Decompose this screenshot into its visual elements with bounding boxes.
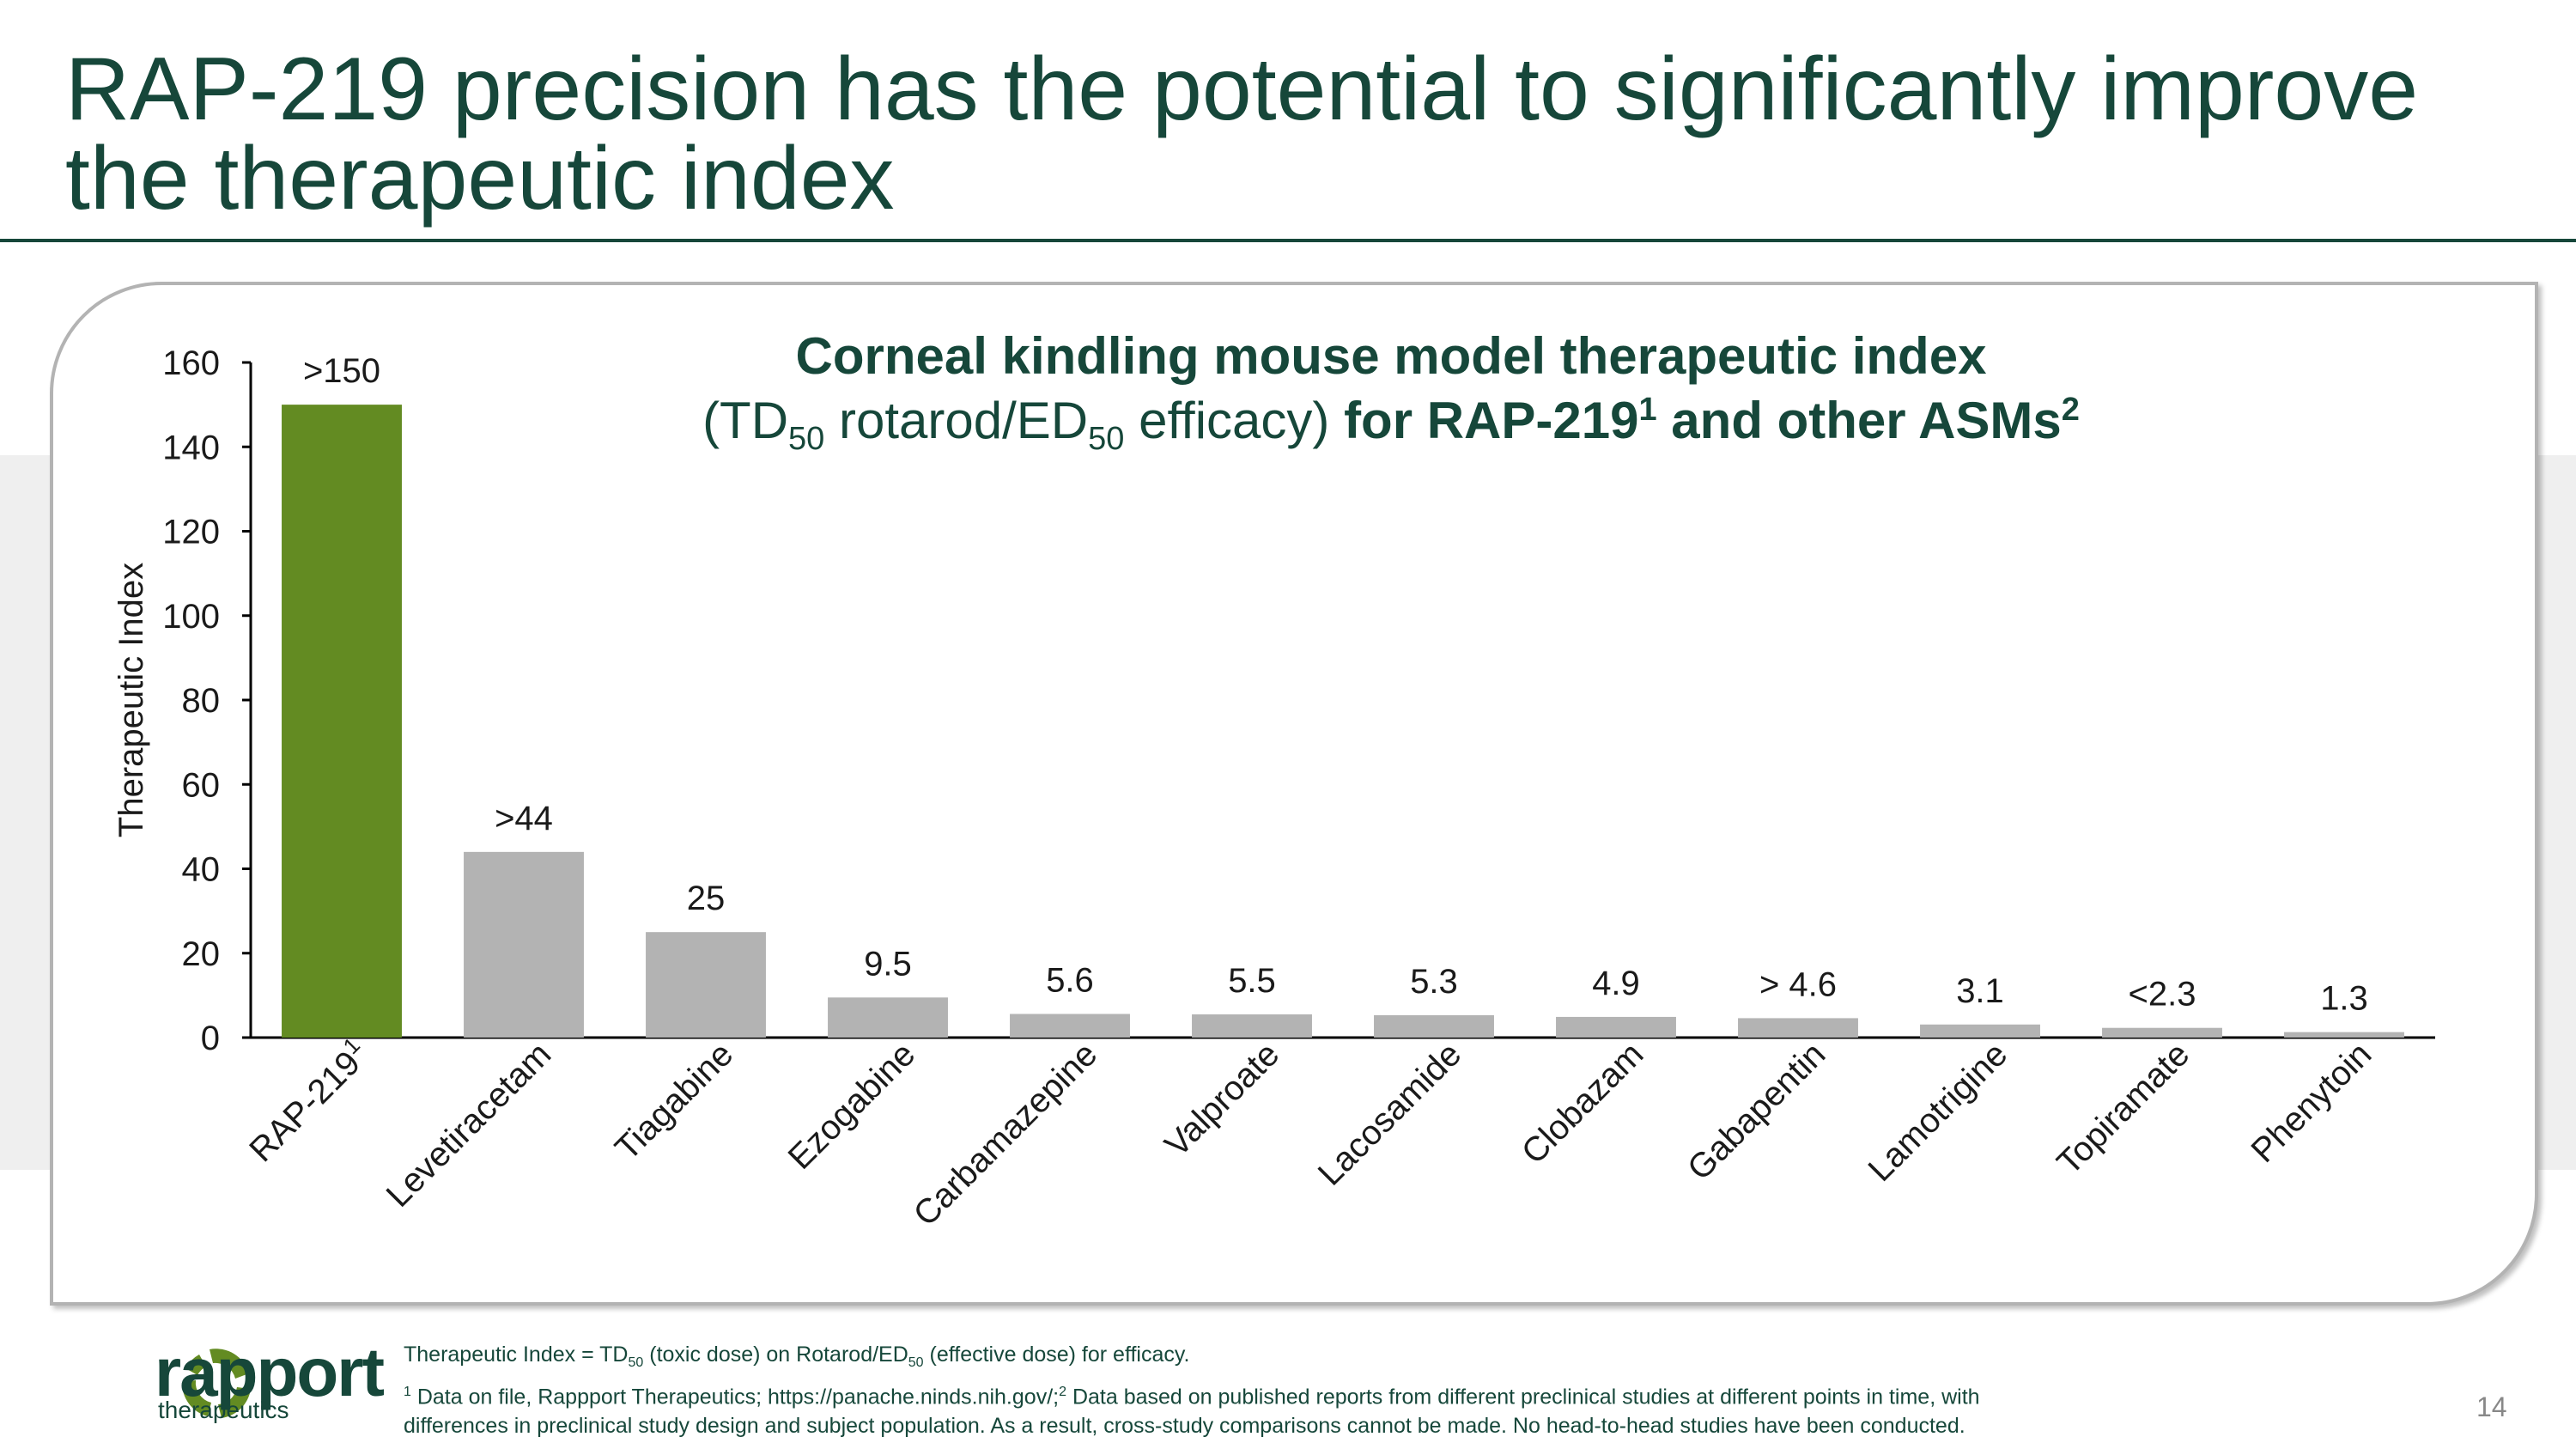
y-tick-label: 40	[182, 851, 221, 889]
bar	[2284, 1032, 2404, 1038]
footnote-line-3: differences in preclinical study design …	[404, 1414, 1965, 1439]
category-label: Gabapentin	[1680, 1035, 1832, 1187]
category-name: Levetiracetam	[380, 1035, 559, 1215]
data-label: <2.3	[2129, 976, 2196, 1014]
subtitle-sup: 1	[1638, 392, 1657, 428]
y-tick-label: 20	[182, 935, 221, 973]
subtitle-sub: 50	[1088, 421, 1125, 457]
category-label: Clobazam	[1515, 1035, 1650, 1171]
bar	[1374, 1014, 1494, 1038]
subtitle-bold: for RAP-219	[1344, 392, 1639, 449]
subtitle-sub: 50	[788, 421, 825, 457]
y-axis-title: Therapeutic Index	[112, 563, 150, 837]
footnote-text: Data on file, Rappport Therapeutics; htt…	[410, 1385, 1060, 1409]
data-label: >150	[303, 352, 380, 390]
category-label: Valproate	[1157, 1035, 1286, 1164]
category-name: RAP-219	[242, 1044, 368, 1169]
data-label: 9.5	[864, 945, 912, 983]
subtitle-part: efficacy)	[1124, 392, 1345, 449]
category-name: Ezogabine	[781, 1035, 923, 1177]
bar	[1010, 1014, 1130, 1038]
subtitle-part: (TD	[702, 392, 789, 449]
category-name: Tiagabine	[608, 1035, 740, 1167]
chart-card	[50, 282, 2538, 1306]
footnote-text: Data based on published reports from dif…	[1066, 1385, 1980, 1409]
bar	[828, 997, 948, 1038]
title-divider	[0, 239, 2576, 242]
footnote-text: (toxic dose) on Rotarod/ED	[643, 1342, 908, 1367]
footnote-sup: 1	[404, 1385, 411, 1399]
y-tick-label: 80	[182, 682, 221, 720]
y-tick-label: 160	[162, 344, 220, 382]
category-label: Lacosamide	[1311, 1035, 1469, 1193]
footnote-sub: 50	[628, 1355, 644, 1370]
y-tick-label: 120	[162, 514, 220, 551]
category-name: Gabapentin	[1680, 1035, 1832, 1187]
category-name: Lamotrigine	[1861, 1035, 2014, 1189]
y-tick-label: 100	[162, 598, 220, 636]
chart-subtitle: (TD50 rotarod/ED50 efficacy) for RAP-219…	[550, 391, 2233, 458]
bar	[1556, 1016, 1676, 1038]
bar	[1920, 1024, 2040, 1038]
footnote-text: (effective dose) for efficacy.	[923, 1342, 1190, 1367]
category-label: Phenytoin	[2244, 1035, 2379, 1170]
bar	[464, 851, 584, 1038]
category-name: Lacosamide	[1311, 1035, 1469, 1193]
category-label: Ezogabine	[781, 1035, 923, 1177]
data-label: >44	[495, 800, 553, 837]
page-number: 14	[2476, 1391, 2507, 1422]
category-label: Lamotrigine	[1861, 1035, 2014, 1189]
bar	[282, 405, 402, 1038]
footnotes: Therapeutic Index = TD50 (toxic dose) on…	[404, 1340, 2464, 1440]
data-label: > 4.6	[1759, 965, 1837, 1003]
subtitle-sup: 2	[2061, 392, 2080, 428]
footnote-line-1: Therapeutic Index = TD50 (toxic dose) on…	[404, 1340, 2464, 1378]
footnote-text: Therapeutic Index = TD	[404, 1342, 629, 1367]
y-tick-label: 0	[201, 1020, 220, 1057]
category-label: RAP-2191	[240, 1032, 377, 1170]
page-title: RAP-219 precision has the potential to s…	[65, 40, 2419, 228]
data-label: 5.3	[1410, 963, 1458, 1001]
logo-wordmark: rapport	[155, 1334, 385, 1410]
category-label: Carbamazepine	[907, 1035, 1105, 1233]
subtitle-bold: and other ASMs	[1656, 392, 2062, 449]
data-label: 25	[687, 880, 726, 917]
y-tick-label: 140	[162, 429, 220, 466]
category-label: Topiramate	[2050, 1035, 2196, 1182]
subtitle-part: rotarod/ED	[824, 392, 1089, 449]
data-label: 4.9	[1592, 965, 1640, 1002]
data-label: 5.5	[1228, 962, 1276, 1000]
footnote-line-2: 1 Data on file, Rappport Therapeutics; h…	[404, 1378, 2464, 1411]
bar	[1738, 1018, 1858, 1038]
data-label: 3.1	[1956, 972, 2004, 1010]
y-tick-label: 60	[182, 766, 221, 804]
bar	[646, 932, 766, 1038]
footnote-sup: 2	[1059, 1385, 1066, 1399]
category-name: Clobazam	[1515, 1035, 1650, 1171]
category-label: Levetiracetam	[380, 1035, 559, 1215]
category-name: Carbamazepine	[907, 1035, 1105, 1233]
category-name: Valproate	[1157, 1035, 1286, 1164]
footnote-sub: 50	[908, 1355, 924, 1370]
category-name: Topiramate	[2050, 1035, 2196, 1182]
category-label: Tiagabine	[608, 1035, 740, 1167]
bar	[2102, 1027, 2222, 1038]
data-label: 5.6	[1046, 961, 1094, 999]
rapport-logo-icon	[181, 1349, 251, 1418]
logo-subtitle: therapeutics	[158, 1397, 289, 1423]
bar	[1192, 1014, 1312, 1038]
category-name: Phenytoin	[2244, 1035, 2379, 1170]
chart-title: Corneal kindling mouse model therapeutic…	[795, 327, 1987, 385]
data-label: 1.3	[2320, 980, 2368, 1018]
